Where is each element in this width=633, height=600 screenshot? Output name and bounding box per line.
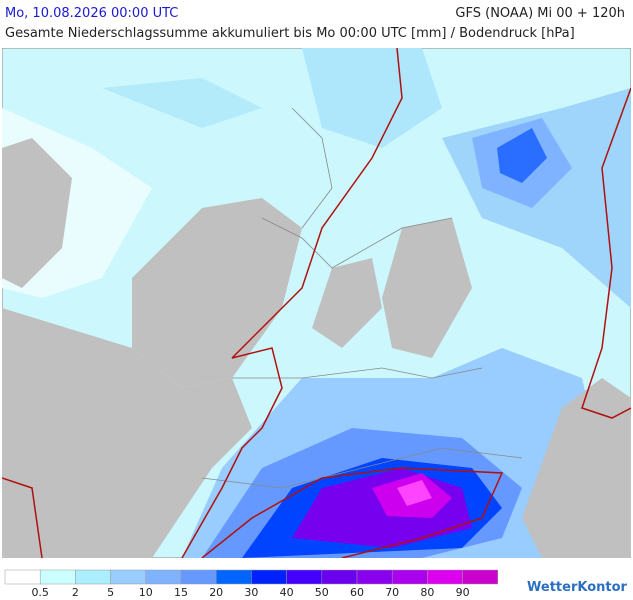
legend-swatch: [145, 569, 182, 585]
legend-swatch: [286, 569, 323, 585]
legend: 0.5 2 5 10 15 20 30 40 50 60 70 80 90: [4, 569, 499, 599]
legend-swatch: [356, 569, 393, 585]
legend-label: 50: [315, 586, 329, 599]
legend-swatch: [321, 569, 358, 585]
legend-label: 70: [385, 586, 399, 599]
date-title: Mo, 10.08.2026 00:00 UTC: [5, 6, 179, 21]
legend-label: 80: [420, 586, 434, 599]
legend-swatch: [39, 569, 76, 585]
legend-swatch: [75, 569, 111, 585]
subtitle: Gesamte Niederschlagssumme akkumuliert b…: [5, 26, 575, 41]
legend-label: 10: [139, 586, 153, 599]
legend-label: 60: [350, 586, 364, 599]
map: [2, 48, 631, 558]
legend-swatch: [4, 569, 41, 585]
legend-swatch: [251, 569, 287, 585]
legend-label: 40: [280, 586, 294, 599]
legend-label: 15: [174, 586, 188, 599]
legend-label: 20: [209, 586, 223, 599]
legend-swatch: [462, 569, 499, 585]
legend-label: 0.5: [31, 586, 49, 599]
brand-logo: WetterKontor: [527, 580, 627, 595]
legend-swatch: [180, 569, 217, 585]
model-run: GFS (NOAA) Mi 00 + 120h: [455, 6, 625, 21]
legend-label: 5: [107, 586, 114, 599]
legend-swatch: [391, 569, 428, 585]
legend-label: 2: [72, 586, 79, 599]
legend-swatch: [110, 569, 147, 585]
legend-swatch: [427, 569, 463, 585]
legend-label: 30: [244, 586, 258, 599]
legend-swatch: [215, 569, 252, 585]
legend-label: 90: [456, 586, 470, 599]
